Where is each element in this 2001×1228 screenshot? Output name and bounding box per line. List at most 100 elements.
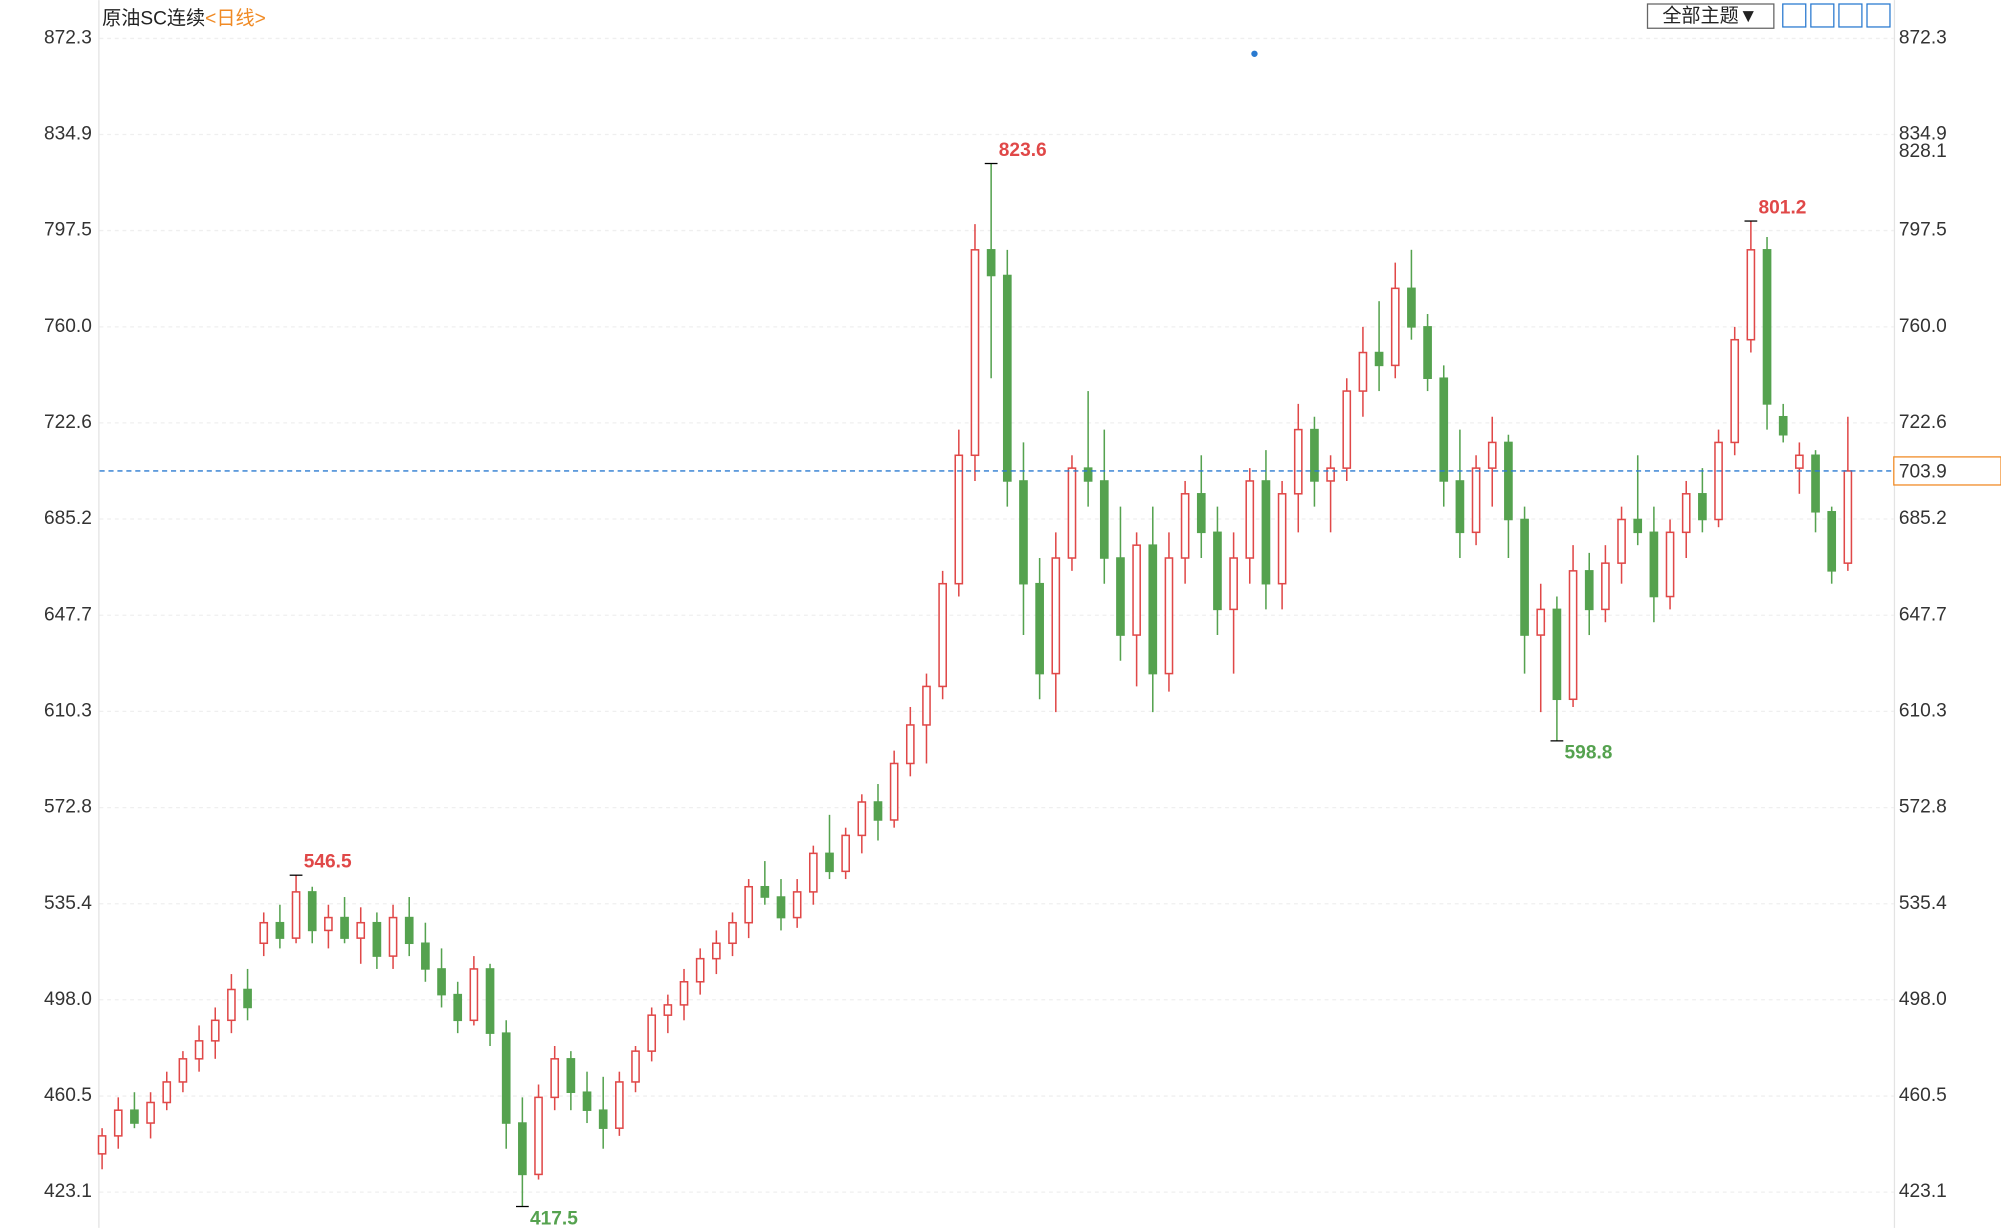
candle-body	[1116, 557, 1125, 636]
candle-body	[792, 891, 802, 919]
candle-body	[954, 454, 964, 585]
candle-body	[1698, 493, 1707, 521]
candle-body	[113, 1109, 123, 1137]
y2-tick-label: 797.5	[1899, 220, 1947, 241]
candle-body	[1358, 351, 1368, 392]
candle-body	[162, 1081, 172, 1104]
candle-body	[1811, 454, 1820, 513]
extreme-label: 598.8	[1565, 743, 1613, 764]
candle-body	[243, 988, 252, 1009]
candle-body	[1746, 249, 1756, 341]
y2-tick-label: 535.4	[1899, 893, 1947, 914]
y2-tick-label: 572.8	[1899, 797, 1947, 818]
subtitle: <日线>	[205, 7, 266, 29]
last-price-label: 703.9	[1899, 461, 1947, 482]
extreme-label: 417.5	[530, 1208, 578, 1228]
candle-body	[501, 1032, 511, 1124]
candle-body	[695, 957, 705, 983]
candle-body	[1051, 557, 1061, 675]
y2-tick-label: 423.1	[1899, 1181, 1947, 1202]
candle-body	[340, 916, 349, 939]
y-tick-label: 572.8	[44, 797, 92, 818]
candle-body	[776, 896, 786, 919]
candle-body	[1617, 518, 1626, 564]
candle-body	[1245, 480, 1255, 559]
candle-body	[1148, 544, 1158, 675]
candle-body	[663, 1004, 673, 1016]
candle-body	[728, 921, 737, 945]
candle-body	[857, 801, 867, 837]
theme-button[interactable]	[1646, 3, 1775, 29]
candle-body	[469, 968, 479, 1022]
candle-body	[210, 1019, 220, 1042]
candle-body	[631, 1050, 640, 1083]
candle-body	[922, 685, 931, 726]
tool-icon[interactable]	[1866, 3, 1891, 28]
candle-body	[275, 921, 285, 939]
candle-body	[825, 852, 834, 873]
candle-body	[1196, 493, 1206, 534]
candle-body	[1390, 287, 1400, 367]
candle-body	[291, 891, 301, 939]
candle-body	[744, 885, 754, 924]
tool-icon[interactable]	[1838, 3, 1863, 28]
candle-body	[1407, 287, 1416, 328]
candle-body	[1633, 518, 1643, 534]
candle-body	[1132, 544, 1141, 636]
candle-body	[1762, 249, 1772, 405]
candle-body	[1601, 562, 1610, 611]
candle-body	[615, 1081, 624, 1129]
candle-body	[873, 801, 883, 821]
candle-body	[1180, 493, 1190, 559]
y-tick-label: 722.6	[44, 412, 92, 433]
y2-tick-label: 834.9	[1899, 124, 1947, 145]
candle-body	[1649, 531, 1659, 598]
candle-body	[550, 1058, 560, 1099]
y-tick-label: 834.9	[44, 124, 92, 145]
extreme-label: 823.6	[999, 140, 1047, 161]
chart-title: 原油SC连续<日线>	[102, 7, 266, 29]
candle-body	[1795, 454, 1804, 469]
last-price-box	[1893, 456, 2001, 486]
y2-tick-label: 498.0	[1899, 989, 1947, 1010]
candle-body	[485, 968, 495, 1034]
y-tick-label: 647.7	[44, 604, 92, 625]
candle-body	[437, 968, 446, 996]
candle-body	[146, 1101, 155, 1124]
candle-body	[421, 942, 430, 970]
y-tick-label: 460.5	[44, 1085, 92, 1106]
candle-body	[1293, 428, 1303, 495]
candle-body	[808, 852, 818, 893]
candle-body	[356, 921, 366, 939]
y2-tick-label: 460.5	[1899, 1085, 1947, 1106]
y-tick-label: 760.0	[44, 316, 92, 337]
candle-body	[307, 891, 317, 932]
y2-tick-label: 647.7	[1899, 604, 1947, 625]
candle-body	[1342, 390, 1352, 469]
toolbar: 全部主题▼	[1646, 3, 1891, 29]
y2-tick-label: 722.6	[1899, 412, 1947, 433]
candle-body	[1487, 441, 1497, 469]
marker-dot	[1251, 50, 1258, 57]
candle-body	[1536, 608, 1546, 636]
y-tick-label: 610.3	[44, 700, 92, 721]
y-tick-label: 535.4	[44, 893, 92, 914]
candle-body	[986, 249, 996, 277]
candle-body	[1374, 351, 1384, 367]
extreme-label: 546.5	[304, 851, 352, 872]
candle-body	[1843, 470, 1853, 564]
y-tick-label: 685.2	[44, 508, 92, 529]
candle-body	[1504, 441, 1513, 521]
theme-button-label[interactable]: 全部主题▼	[1662, 5, 1757, 27]
candle-body	[841, 834, 850, 873]
candle-body	[598, 1109, 608, 1129]
tool-icon[interactable]	[1782, 3, 1807, 28]
candle-body	[194, 1040, 204, 1060]
candle-body	[938, 582, 947, 688]
tool-icon[interactable]	[1810, 3, 1835, 28]
candle-body	[1665, 531, 1675, 598]
candle-body	[1455, 480, 1465, 534]
candle-body	[372, 921, 382, 957]
extreme-label: 801.2	[1759, 197, 1807, 218]
candle-body	[1778, 415, 1788, 436]
